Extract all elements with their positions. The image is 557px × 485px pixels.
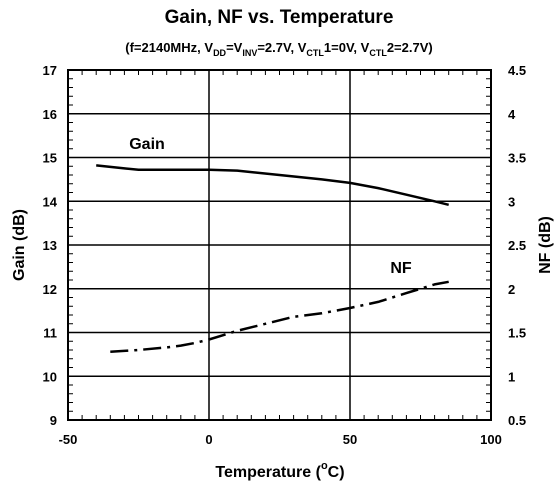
plot-frame	[67, 69, 492, 421]
series-lines	[96, 164, 450, 354]
y-axis-label-nf: NF (dB)	[537, 216, 554, 274]
chart-title: Gain, NF vs. Temperature	[165, 7, 394, 28]
y-tick-label: 13	[43, 238, 57, 253]
grid-lines	[68, 70, 491, 420]
y2-tick-label: 2.5	[508, 238, 526, 253]
y-tick-label: 9	[50, 413, 57, 428]
y-tick-label: 10	[43, 369, 57, 384]
series-label-gain: Gain	[129, 136, 165, 153]
y2-tick-label: 3.5	[508, 151, 526, 166]
x-tick-label: 100	[480, 432, 502, 447]
x-tick-label: 0	[205, 432, 212, 447]
x-tick-label: 50	[343, 432, 357, 447]
y2-tick-label: 4	[508, 107, 516, 122]
tick-labels: 9 10 11 12 13 14 15 16 17 0.5 1 1.5 2 2.5 3 3.5 4 4.5 -50 0…	[43, 63, 527, 447]
y-tick-label: 14	[43, 194, 58, 209]
y-tick-label: 11	[43, 326, 57, 341]
y2-tick-label: 0.5	[508, 413, 526, 428]
y2-tick-label: 3	[508, 194, 515, 209]
series-label-nf: NF	[390, 260, 412, 277]
series-line-nf	[110, 280, 449, 354]
y-tick-label: 16	[43, 107, 57, 122]
x-tick-label: -50	[59, 432, 78, 447]
y-tick-label: 12	[43, 282, 57, 297]
y-axis-label-gain: Gain (dB)	[11, 209, 28, 281]
x-axis-label: Temperature (oC)	[215, 460, 344, 481]
y2-tick-label: 1	[508, 369, 515, 384]
y-tick-label: 15	[43, 151, 57, 166]
chart-subtitle: (f=2140MHz, VDD=VINV=2.7V, VCTL1=0V, VCT…	[125, 40, 432, 58]
y2-tick-label: 4.5	[508, 63, 526, 78]
y2-tick-label: 2	[508, 282, 515, 297]
series-line-gain	[96, 164, 450, 207]
y-tick-label: 17	[43, 63, 57, 78]
y2-tick-label: 1.5	[508, 326, 526, 341]
